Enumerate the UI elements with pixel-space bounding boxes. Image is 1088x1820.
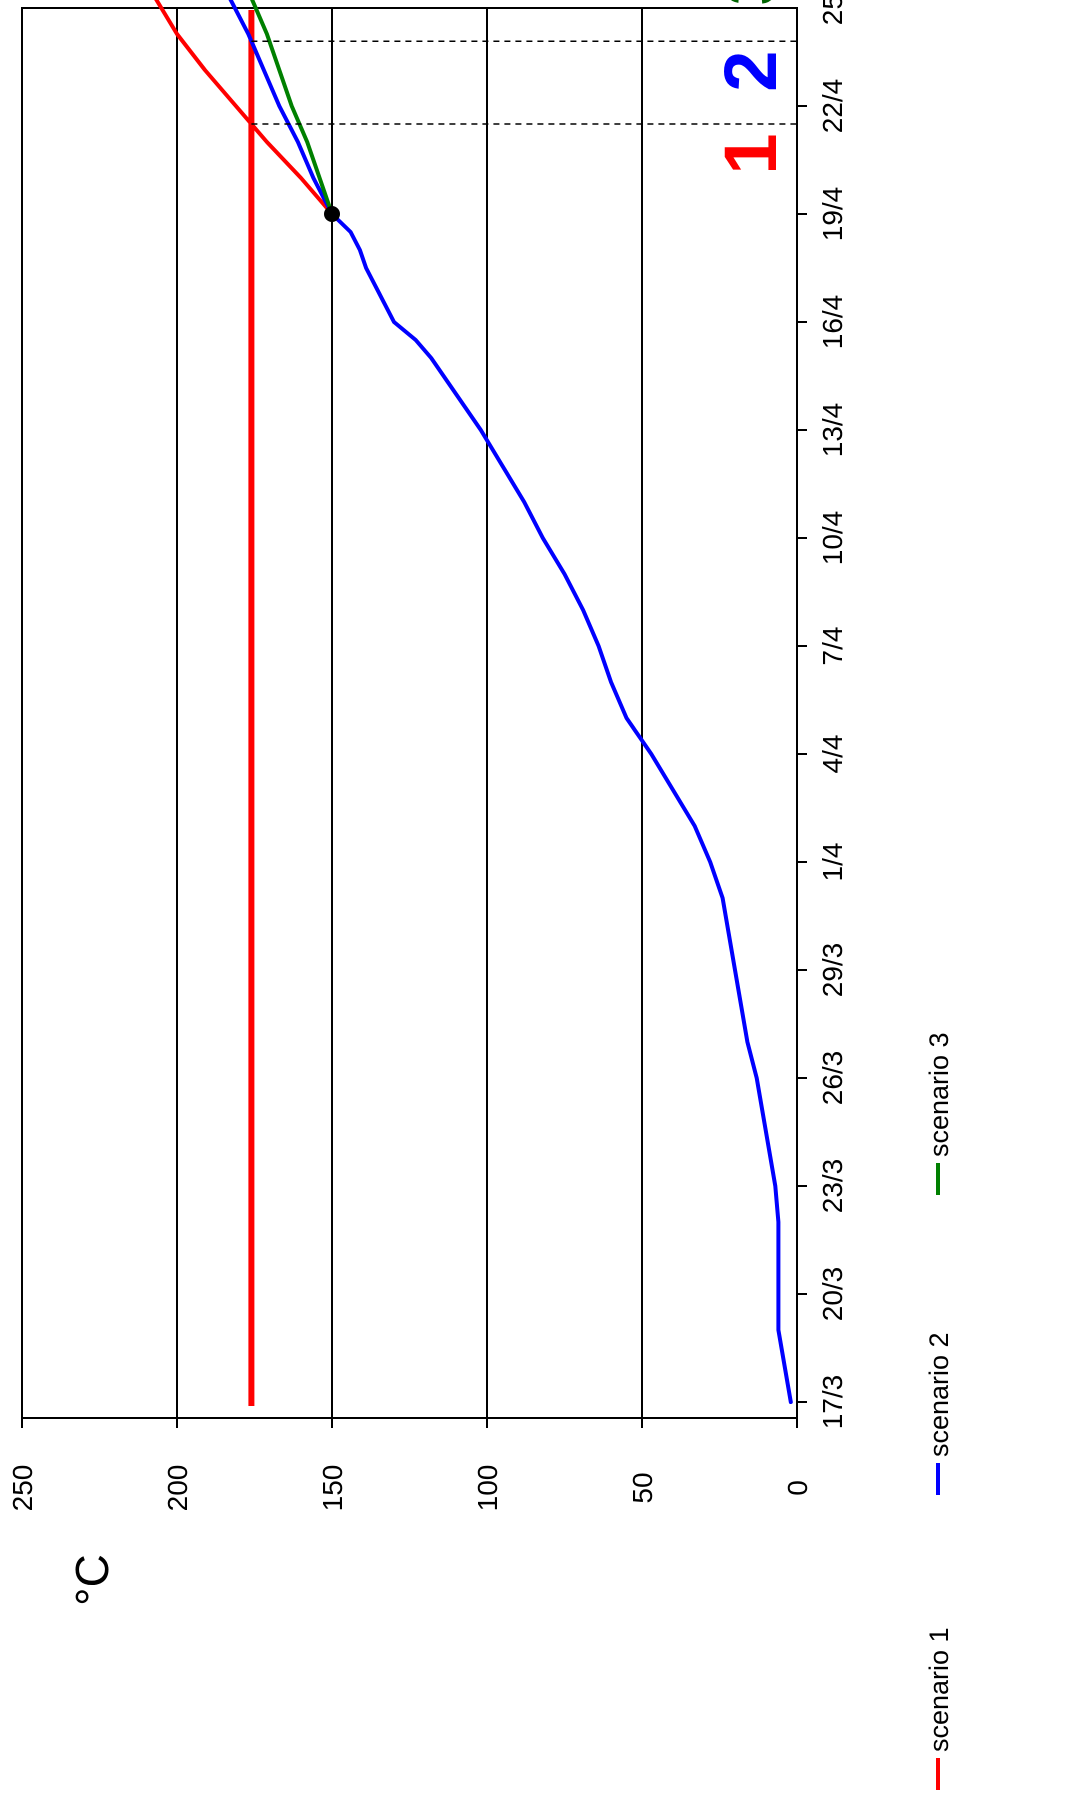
plot-area-border [21,7,798,1419]
crossing-number-1: 1 [709,133,792,174]
ytick-label-150: 150 [317,1465,348,1512]
ytick-label-0: 0 [782,1480,813,1496]
crossing-number-3: 3 [709,0,792,5]
xtick-label-13: 25/4 [817,0,848,25]
xtick-label-4: 29/3 [817,943,848,998]
series-line-2 [228,0,334,216]
legend-label-2: scenario 2 [924,1332,954,1457]
xtick-label-6: 4/4 [817,735,848,774]
ytick-label-200: 200 [162,1465,193,1512]
xtick-label-9: 13/4 [817,403,848,458]
y-axis-title: °C [66,1554,118,1606]
axes: 0 50 100 150 200 250 °C 17/3 20/3 23/3 26/3 29/3 1/4… [7,0,848,1606]
ytick-label-50: 50 [627,1472,658,1503]
crossing-markers: 1 2 3 [251,0,797,175]
crossing-number-2: 2 [709,51,792,92]
xtick-label-11: 19/4 [817,187,848,242]
series-line-3 [250,0,334,216]
xtick-label-8: 10/4 [817,511,848,566]
xtick-label-7: 7/4 [817,627,848,666]
junction-point [324,206,340,222]
ytick-label-100: 100 [472,1465,503,1512]
plot-frame [21,7,798,1419]
xtick-label-10: 16/4 [817,295,848,350]
legend-label-3: scenario 3 [924,1032,954,1157]
xtick-label-5: 1/4 [817,843,848,882]
xtick-label-3: 26/3 [817,1051,848,1106]
legend-label-1: scenario 1 [924,1627,954,1752]
ytick-label-250: 250 [7,1465,38,1512]
xtick-label-2: 23/3 [817,1159,848,1214]
xtick-label-0: 17/3 [817,1375,848,1430]
gridlines [176,8,643,1418]
series-line-1 [154,0,334,216]
legend: scenario 1 scenario 2 scenario 3 [924,1032,954,1790]
history-line [330,212,793,1404]
xtick-label-12: 22/4 [817,79,848,134]
series-lines [154,0,793,1406]
xtick-label-1: 20/3 [817,1267,848,1322]
